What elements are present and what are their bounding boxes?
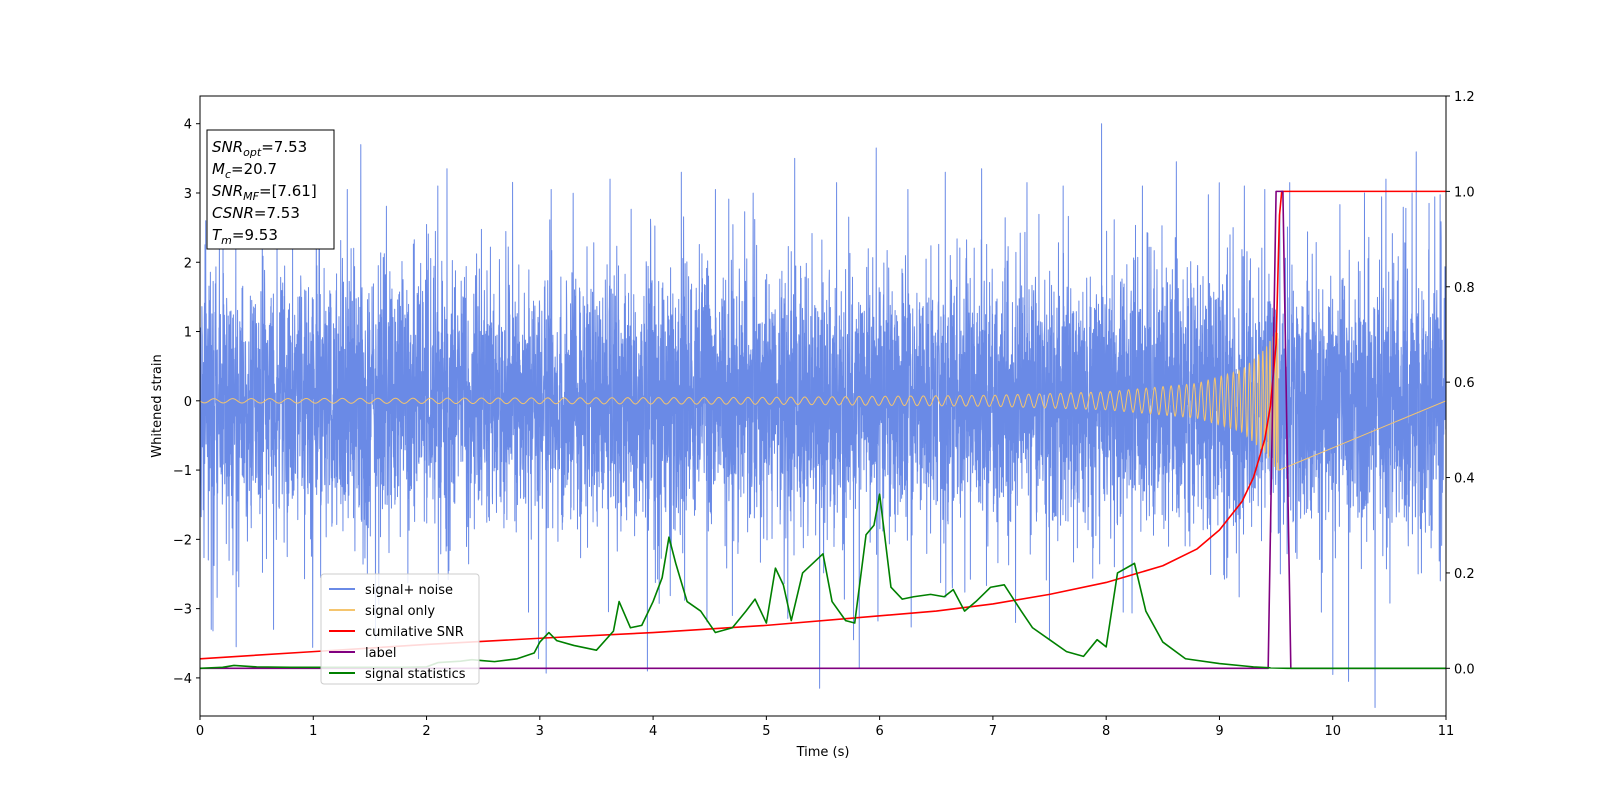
legend: signal+ noise signal only cumilative SNR la…	[320, 573, 480, 685]
y-tick-label-2: 2	[184, 256, 192, 271]
y2-tick-label-1.0: 1.0	[1454, 185, 1475, 200]
x-tick-label-2: 2	[422, 724, 430, 739]
stats-line-snr-mf: SNRMF=[7.61]	[212, 182, 317, 203]
stats-line-t-m: Tm=9.53	[212, 226, 278, 247]
series-line-signal-only	[200, 332, 1446, 471]
y2-tick-label-1.2: 1.2	[1454, 90, 1475, 105]
y-tick-label--3: −3	[173, 603, 192, 618]
legend-label-signal-statistics: signal statistics	[365, 667, 466, 682]
y-tick-label-4: 4	[184, 118, 192, 133]
x-tick-label-0: 0	[196, 724, 204, 739]
x-tick-label-3: 3	[536, 724, 544, 739]
x-axis-label: Time (s)	[796, 745, 850, 760]
stats-line-csnr-value: CSNR=7.53	[212, 204, 300, 222]
x-tick-label-8: 8	[1102, 724, 1110, 739]
y2-tick-label-0.2: 0.2	[1454, 567, 1475, 582]
legend-frame	[320, 573, 480, 685]
stats-box-frame	[206, 129, 335, 250]
y2-tick-label-0.0: 0.0	[1454, 662, 1475, 677]
series-line-signal-noise	[200, 123, 1446, 709]
x-tick-label-11: 11	[1438, 724, 1455, 739]
x-tick-label-5: 5	[762, 724, 770, 739]
x-tick-label-6: 6	[875, 724, 883, 739]
plot-frame	[199, 95, 1447, 717]
y-tick-label--2: −2	[173, 533, 192, 548]
y2-tick-label-0.6: 0.6	[1454, 376, 1475, 391]
y-tick-label-3: 3	[184, 187, 192, 202]
y-axis-right: 0.0 0.2 0.4 0.6 0.8 1.0 1.2	[1446, 90, 1475, 677]
y-axis-left: −4 −3 −2 −1 0 1 2 3 4	[173, 118, 200, 687]
y2-tick-label-0.8: 0.8	[1454, 281, 1475, 296]
x-axis: 0 1 2 3 4 5 6 7 8 9 10 11	[196, 716, 1454, 739]
legend-label-signal-noise: signal+ noise	[365, 583, 453, 598]
y-tick-label-1: 1	[184, 326, 192, 341]
x-tick-label-4: 4	[649, 724, 657, 739]
x-tick-label-10: 10	[1324, 724, 1341, 739]
legend-label-label: label	[365, 646, 396, 661]
stats-line-m-c: Mc=20.7	[212, 160, 277, 181]
y-tick-label-0: 0	[184, 395, 192, 410]
y-tick-label--1: −1	[173, 464, 192, 479]
y2-tick-label-0.4: 0.4	[1454, 472, 1475, 487]
x-tick-label-9: 9	[1215, 724, 1223, 739]
stats-line-snr-opt: SNRopt=7.53	[212, 138, 307, 159]
y-axis-label: Whitened strain	[150, 354, 165, 457]
x-tick-label-7: 7	[989, 724, 997, 739]
x-tick-label-1: 1	[309, 724, 317, 739]
legend-label-signal-only: signal only	[365, 604, 435, 619]
y-tick-label--4: −4	[173, 672, 192, 687]
legend-label-cumilative-snr: cumilative SNR	[365, 625, 464, 640]
